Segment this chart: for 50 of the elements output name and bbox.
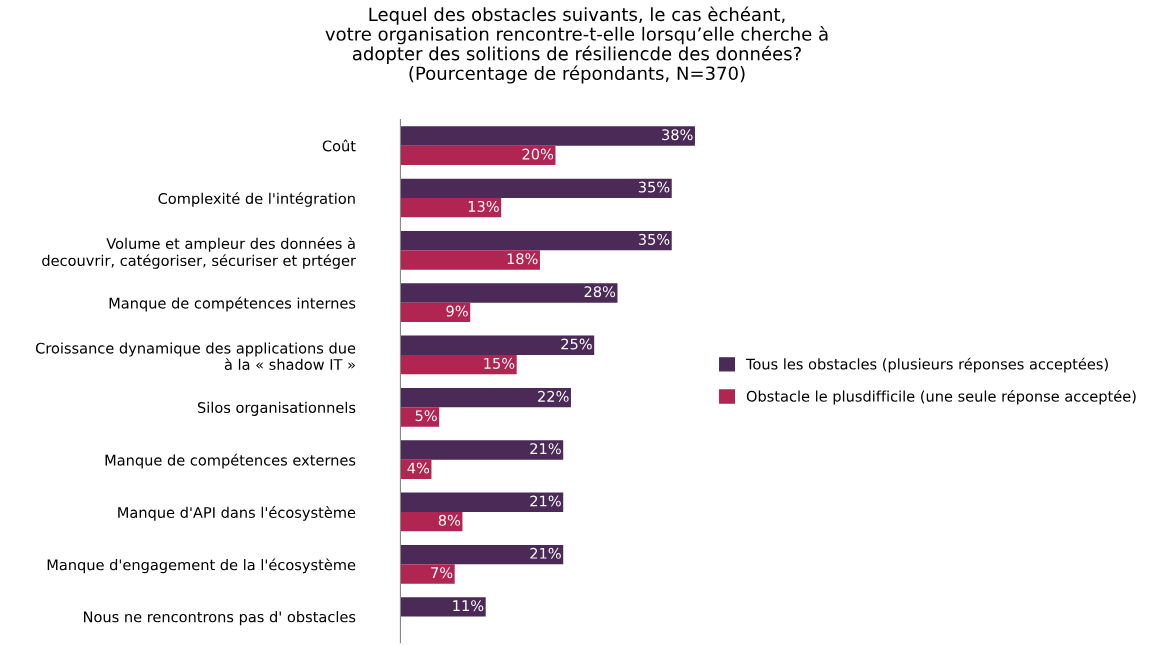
- bar: [400, 354, 517, 375]
- data-label: 9%: [446, 305, 468, 317]
- legend-label: Obstacle le plusdifficile (une seule réponse acceptée): [746, 389, 1136, 405]
- data-label: 38%: [662, 129, 693, 141]
- y-tick-label: Manque d'API dans l'écosystème: [118, 506, 356, 521]
- data-label: 18%: [507, 253, 538, 265]
- data-label: 8%: [438, 514, 461, 526]
- y-tick-label: Complexité de l'intégration: [158, 192, 355, 207]
- bar: [400, 492, 564, 512]
- bar: [400, 597, 486, 617]
- data-label: 11%: [453, 600, 484, 612]
- bar: [400, 511, 463, 532]
- data-label: 4%: [407, 462, 430, 474]
- bar: [400, 564, 455, 584]
- data-label: 21%: [530, 547, 561, 559]
- data-label: 20%: [522, 148, 554, 160]
- bar: [400, 335, 595, 355]
- data-label: 21%: [530, 443, 561, 455]
- bar: [400, 544, 564, 565]
- data-label: 5%: [415, 410, 437, 422]
- data-label: 22%: [538, 390, 569, 402]
- data-label: 15%: [484, 357, 515, 369]
- bar: [400, 178, 672, 198]
- y-tick-label: Silos organisationnels: [197, 401, 356, 416]
- bar: [400, 302, 471, 323]
- data-label: 25%: [561, 338, 592, 350]
- bar: [400, 440, 564, 460]
- bar: [400, 230, 672, 251]
- bar: [400, 407, 440, 427]
- y-tick-label: Nous ne rencontrons pas d' obstacles: [84, 611, 356, 626]
- chart-title: Lequel des obstacles suivants, le cas èchéant, votre organisation rencontre-t-elle lorsqu’elle cherche à adopter des solitions de résiliencde des données? (Pourcentage de répondants, N=370): [325, 6, 828, 84]
- bar: [400, 145, 556, 166]
- data-label: 7%: [431, 567, 453, 579]
- y-tick-label: Coût: [322, 139, 356, 152]
- legend-label: Tous les obstacles (plusieurs réponses acceptées): [745, 357, 1108, 373]
- data-label: 21%: [530, 495, 561, 507]
- y-tick-label: Volume et ampleur des données à decouvrir, catégoriser, sécuriser et prtéger: [42, 237, 356, 269]
- y-tick-label: Manque de compétences externes: [105, 453, 356, 469]
- data-label: 13%: [468, 200, 499, 212]
- y-tick-label: Manque d'engagement de la l'écosystème: [47, 558, 356, 574]
- y-tick-label: Manque de compétences internes: [109, 296, 356, 312]
- bar: [400, 198, 502, 218]
- data-label: 35%: [638, 233, 670, 245]
- bar: [400, 250, 540, 270]
- bar: [400, 126, 695, 146]
- y-tick-label: Croissance dynamique des applications due à la « shadow IT »: [35, 342, 356, 370]
- bar: [400, 387, 571, 408]
- data-label: 35%: [638, 181, 670, 193]
- bar: [400, 283, 618, 303]
- data-label: 28%: [584, 286, 616, 298]
